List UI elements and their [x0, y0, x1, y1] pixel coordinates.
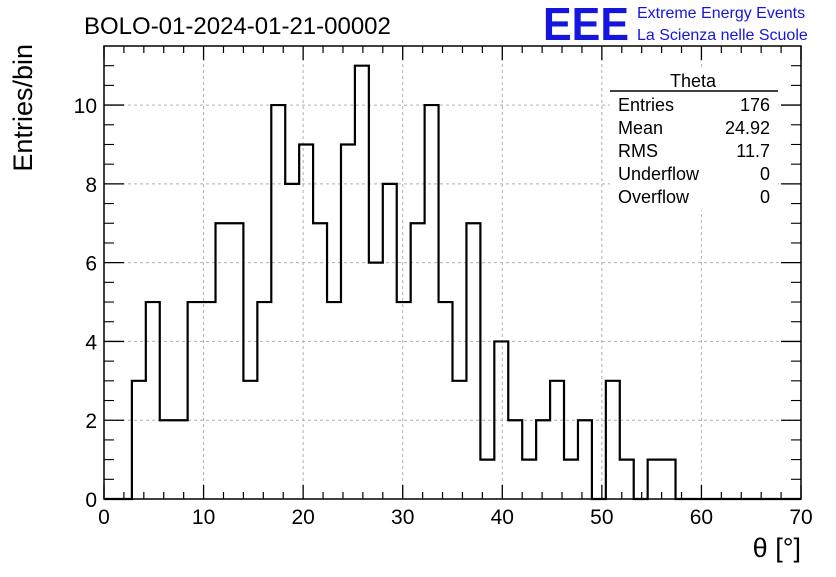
histogram-bins	[132, 66, 676, 499]
y-tick-label: 4	[85, 331, 97, 354]
tick-labels: 0 10 20 30 40 50 60 70 0 2 4 6 8 10	[74, 95, 813, 529]
histogram-bin	[606, 381, 620, 499]
histogram-bin	[174, 420, 188, 499]
x-tick-label: 20	[291, 506, 314, 529]
histogram-bin	[397, 302, 411, 499]
histogram-bin	[536, 420, 550, 499]
y-tick-label: 10	[74, 95, 97, 118]
histogram-bin	[508, 420, 522, 499]
histogram-bin	[327, 302, 341, 499]
stats-box-background	[610, 70, 778, 210]
x-tick-label: 60	[690, 506, 713, 529]
stats-row-value: 24.92	[725, 118, 770, 138]
stats-row-value: 176	[740, 95, 770, 115]
histogram-bin	[299, 144, 313, 499]
stats-box-title: Theta	[670, 71, 717, 91]
histogram-bin	[425, 105, 439, 499]
histogram-bin	[648, 460, 662, 499]
x-tick-label: 0	[98, 506, 110, 529]
axis-ticks	[103, 46, 802, 500]
histogram-bin	[271, 105, 285, 499]
histogram-bin	[578, 420, 592, 499]
y-tick-label: 6	[85, 253, 97, 276]
y-tick-label: 2	[85, 410, 97, 433]
stats-box: Theta Entries 176 Mean 24.92 RMS 11.7 Underflo…	[610, 70, 778, 210]
logo-line-2: La Scienza nelle Scuole	[637, 27, 808, 44]
stats-row-label: Mean	[618, 118, 663, 138]
logo-mark: EEE	[543, 0, 629, 50]
histogram-bin	[453, 381, 467, 499]
x-axis-label: θ [°]	[753, 533, 801, 563]
x-tick-label: 40	[491, 506, 514, 529]
plot-frame	[103, 45, 802, 500]
stats-row-label: RMS	[618, 141, 658, 161]
histogram-bin	[522, 460, 536, 499]
histogram-bin	[466, 223, 480, 499]
histogram-bin	[229, 223, 243, 499]
stats-row-value: 0	[760, 164, 770, 184]
stats-row-label: Underflow	[618, 164, 700, 184]
histogram-bin	[662, 460, 676, 499]
histogram-bin	[160, 420, 174, 499]
histogram-bin	[341, 144, 355, 499]
histogram-bin	[369, 263, 383, 499]
histogram-bin	[411, 223, 425, 499]
histogram-bin	[439, 302, 453, 499]
eee-logo: EEE Extreme Energy Events La Scienza nel…	[543, 0, 808, 50]
stats-box-rows: Entries 176 Mean 24.92 RMS 11.7 Underflow 0 Over…	[618, 95, 770, 207]
histogram-bin	[132, 381, 146, 499]
histogram-bin	[188, 302, 202, 499]
histogram-line	[104, 64, 801, 501]
histogram-bin	[243, 381, 257, 499]
stats-row-label: Overflow	[618, 187, 690, 207]
y-axis-label: Entries/bin	[8, 44, 38, 172]
y-tick-label: 8	[85, 174, 97, 197]
histogram-bin	[313, 223, 327, 499]
histogram-bin	[564, 460, 578, 499]
stats-row-label: Entries	[618, 95, 674, 115]
y-tick-label: 0	[85, 489, 97, 512]
histogram-bin	[355, 66, 369, 499]
x-tick-label: 10	[192, 506, 215, 529]
histogram-bin	[550, 381, 564, 499]
chart-title: BOLO-01-2024-01-21-00002	[84, 13, 391, 40]
histogram-bin	[146, 302, 160, 499]
x-tick-label: 50	[590, 506, 613, 529]
logo-line-1: Extreme Energy Events	[637, 5, 805, 22]
stats-row-value: 0	[760, 187, 770, 207]
histogram-bin	[216, 223, 230, 499]
histogram-bin	[257, 302, 271, 499]
x-tick-label: 30	[391, 506, 414, 529]
stats-row-value: 11.7	[736, 141, 770, 161]
x-tick-label: 70	[789, 506, 812, 529]
